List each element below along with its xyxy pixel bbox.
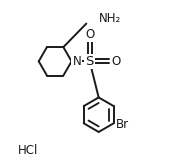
Text: O: O: [111, 55, 120, 68]
Text: O: O: [85, 28, 94, 41]
Text: Br: Br: [116, 118, 129, 131]
Text: N: N: [72, 55, 81, 68]
Text: S: S: [86, 55, 94, 68]
Text: NH₂: NH₂: [99, 12, 121, 25]
Text: HCl: HCl: [18, 143, 39, 156]
